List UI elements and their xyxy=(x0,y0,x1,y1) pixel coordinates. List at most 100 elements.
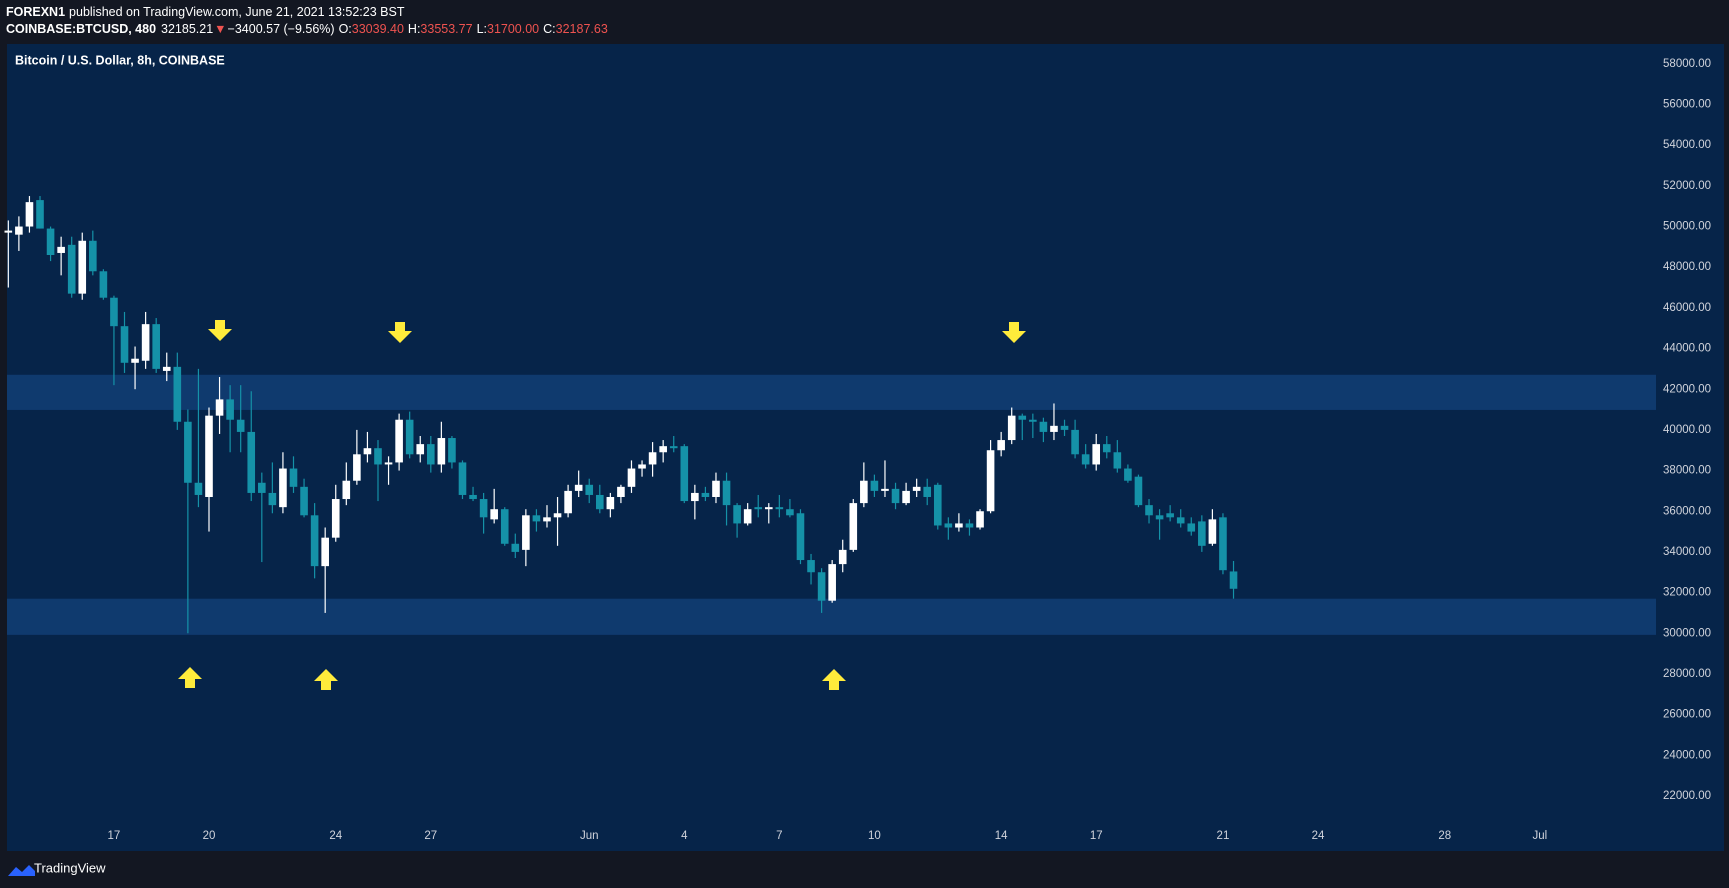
candle-body xyxy=(976,511,984,528)
candle-body xyxy=(490,509,498,520)
candle-body xyxy=(194,482,203,495)
candle-body xyxy=(384,462,393,465)
candle-body xyxy=(437,438,446,465)
up-arrow xyxy=(822,669,846,690)
y-tick-label: 56000.00 xyxy=(1663,99,1711,111)
candle-body xyxy=(458,462,467,495)
y-tick-label: 30000.00 xyxy=(1663,627,1711,639)
y-tick-label: 48000.00 xyxy=(1663,261,1711,273)
candle-body xyxy=(669,446,678,449)
y-tick-label: 26000.00 xyxy=(1663,709,1711,721)
down-arrow xyxy=(208,320,232,341)
candle-body xyxy=(743,509,752,524)
candle-body xyxy=(448,438,456,463)
candle-body xyxy=(722,480,731,506)
candle-body xyxy=(141,324,150,361)
footer-logo xyxy=(8,865,35,876)
candle-body xyxy=(4,230,13,233)
candle-body xyxy=(585,484,594,495)
candle-body xyxy=(1018,415,1027,420)
candle-body xyxy=(1029,419,1037,422)
candle-body xyxy=(986,450,995,512)
candle-body xyxy=(838,549,847,565)
candle-body xyxy=(870,480,879,491)
candle-body xyxy=(606,496,615,510)
chart-title: Bitcoin / U.S. Dollar, 8h, COINBASE xyxy=(15,53,225,67)
candle-body xyxy=(15,226,23,235)
x-tick-label: 27 xyxy=(424,830,437,842)
candle-body xyxy=(268,492,277,506)
ohlc-value: 31700.00 xyxy=(487,22,539,36)
candle-body xyxy=(553,513,562,518)
candle-body xyxy=(712,480,720,497)
x-tick-label: 24 xyxy=(1312,830,1325,842)
candle-body xyxy=(363,448,372,455)
candle-body xyxy=(67,244,76,294)
candle-body xyxy=(258,482,266,493)
price-zone xyxy=(7,598,1656,635)
candle-body xyxy=(1155,515,1164,520)
candle-body xyxy=(321,537,329,567)
candle-body xyxy=(469,494,477,500)
ohlc-label: C: xyxy=(543,22,556,36)
up-arrow xyxy=(314,669,338,690)
x-tick-label: Jun xyxy=(580,830,599,842)
candle-body xyxy=(891,488,900,504)
candle-body xyxy=(57,246,65,253)
candle-body xyxy=(374,448,382,465)
candle-body xyxy=(247,431,256,493)
x-tick-label: 28 xyxy=(1438,830,1451,842)
x-tick-label: 4 xyxy=(681,830,688,842)
candle-body xyxy=(881,488,889,491)
candle-body xyxy=(733,505,741,524)
published: published on TradingView.com, June 21, 2… xyxy=(69,5,405,19)
candle-body xyxy=(342,480,351,500)
candle-body xyxy=(638,464,646,469)
change: −3400.57 (−9.56%) xyxy=(228,22,335,36)
candle-body xyxy=(691,492,699,502)
x-tick-label: 17 xyxy=(108,830,121,842)
candle-body xyxy=(236,419,245,432)
candle-body xyxy=(1124,468,1132,481)
candle-body xyxy=(1166,513,1174,518)
candle-body xyxy=(416,444,425,455)
candle-body xyxy=(1071,429,1079,455)
candle-body xyxy=(807,560,815,573)
y-tick-label: 44000.00 xyxy=(1663,343,1711,355)
candle-body xyxy=(289,468,298,487)
candle-body xyxy=(617,486,625,497)
candle-body xyxy=(1092,444,1101,465)
candle-body xyxy=(912,486,921,491)
candle-body xyxy=(574,484,583,491)
last-price: 32185.21 xyxy=(161,22,213,36)
up-arrow xyxy=(178,667,202,688)
x-tick-label: 14 xyxy=(995,830,1008,842)
candle-body xyxy=(120,326,129,363)
y-tick-label: 24000.00 xyxy=(1663,749,1711,761)
candle-body xyxy=(764,507,773,510)
candle-body xyxy=(36,200,44,229)
y-tick-label: 40000.00 xyxy=(1663,424,1711,436)
author: FOREXN1 xyxy=(6,5,65,19)
y-tick-label: 50000.00 xyxy=(1663,221,1711,233)
ohlc-value: 33039.40 xyxy=(352,22,404,36)
y-tick-label: 36000.00 xyxy=(1663,505,1711,517)
x-tick-label: 20 xyxy=(203,830,216,842)
candle-body xyxy=(1134,476,1143,506)
candle-body xyxy=(78,240,87,294)
y-tick-label: 54000.00 xyxy=(1663,139,1711,151)
ohlc-label: O: xyxy=(339,22,352,36)
candle-body xyxy=(1145,505,1153,516)
candle-body xyxy=(786,509,794,516)
candle-body xyxy=(1007,415,1016,441)
candle-body xyxy=(595,494,604,510)
candle-body xyxy=(860,480,868,504)
candle-body xyxy=(500,509,509,544)
candle-body xyxy=(1113,452,1122,469)
candle-body xyxy=(1102,444,1111,453)
candle-body xyxy=(25,202,34,227)
candle-body xyxy=(215,399,224,416)
candle-body xyxy=(1060,425,1069,430)
candle-body xyxy=(1176,517,1185,524)
